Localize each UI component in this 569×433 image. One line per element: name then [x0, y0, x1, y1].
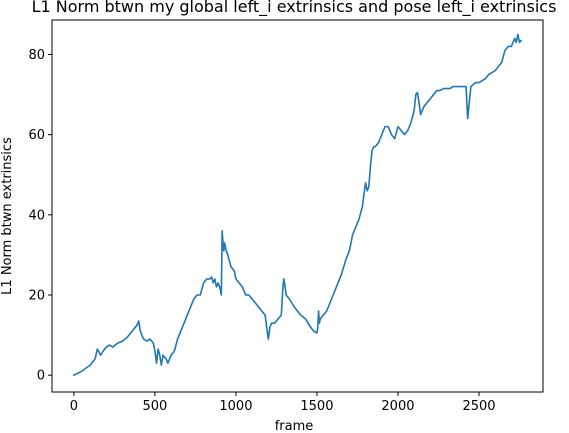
- y-tick-label: 0: [37, 369, 45, 384]
- x-tick-label: 2000: [381, 399, 414, 414]
- plot-frame: [51, 19, 544, 393]
- x-tick-label: 2500: [462, 399, 495, 414]
- x-tick-label: 1000: [219, 399, 252, 414]
- x-axis-label: frame: [275, 419, 314, 433]
- y-tick-label: 40: [28, 208, 45, 223]
- y-tick-label: 80: [28, 48, 45, 63]
- y-axis: 0 20 40 60 80: [28, 48, 52, 384]
- plot-area: [51, 19, 544, 393]
- y-tick-label: 60: [28, 128, 45, 143]
- x-axis: 0 500 1000 1500 2000 2500: [70, 392, 496, 414]
- chart-title: L1 Norm btwn my global left_i extrinsics…: [32, 0, 557, 17]
- x-tick-label: 500: [142, 399, 167, 414]
- y-tick-label: 20: [28, 288, 45, 303]
- x-tick-label: 1500: [300, 399, 333, 414]
- series-line-0: [72, 33, 523, 377]
- y-axis-label: L1 Norm btwn extrinsics: [0, 137, 15, 295]
- x-tick-label: 0: [70, 399, 78, 414]
